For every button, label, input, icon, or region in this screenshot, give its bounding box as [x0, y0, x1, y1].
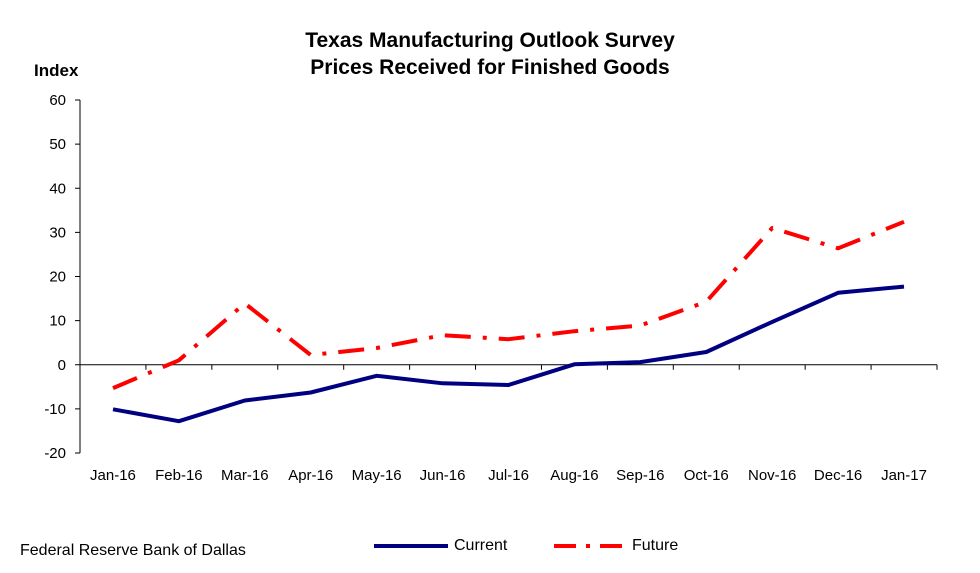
x-tick-label: Jun-16	[420, 467, 466, 484]
y-tick-label: 60	[49, 92, 66, 109]
x-tick-label: Aug-16	[550, 467, 598, 484]
x-tick-label: Nov-16	[748, 467, 796, 484]
x-tick-label: Feb-16	[155, 467, 203, 484]
y-tick-label: 20	[49, 269, 66, 286]
y-tick-label: -10	[44, 401, 66, 418]
chart-subtitle: Prices Received for Finished Goods	[310, 56, 670, 79]
x-tick-label: Jan-17	[881, 467, 927, 484]
series-line-current	[112, 284, 905, 424]
y-tick-label: -20	[44, 445, 66, 462]
y-tick-label: 40	[49, 180, 66, 197]
source-note: Federal Reserve Bank of Dallas	[20, 542, 246, 559]
y-tick-label: 50	[49, 136, 66, 153]
legend-label-current: Current	[454, 537, 508, 554]
y-tick-label: 30	[49, 224, 66, 241]
x-tick-label: Jul-16	[488, 467, 529, 484]
x-tick-label: May-16	[352, 467, 402, 484]
legend-item-current: Current	[372, 535, 512, 557]
x-tick-label: Jan-16	[90, 467, 136, 484]
x-tick-label: Sep-16	[616, 467, 664, 484]
legend-item-future: Future	[552, 535, 702, 557]
y-tick-label: 10	[49, 313, 66, 330]
y-tick-label: 0	[58, 357, 66, 374]
legend-swatch-future	[554, 544, 628, 548]
x-tick-label: Dec-16	[814, 467, 862, 484]
x-tick-label: Apr-16	[288, 467, 333, 484]
legend-label-future: Future	[632, 537, 679, 554]
chart-title: Texas Manufacturing Outlook Survey	[305, 29, 675, 52]
series-line-future	[112, 219, 905, 390]
x-tick-label: Oct-16	[684, 467, 729, 484]
x-tick-label: Mar-16	[221, 467, 269, 484]
y-axis-label: Index	[34, 61, 79, 80]
legend-swatch-current	[374, 544, 448, 548]
